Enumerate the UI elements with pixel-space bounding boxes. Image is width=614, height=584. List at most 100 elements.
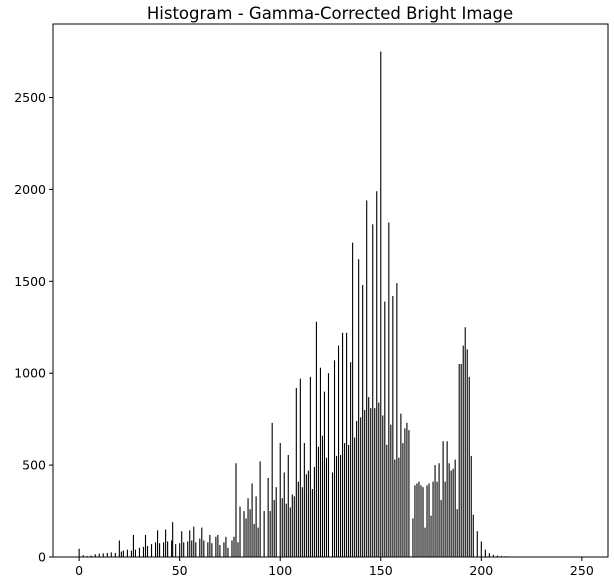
histogram-bar — [348, 444, 350, 557]
histogram-bar — [394, 459, 396, 557]
histogram-bar — [434, 465, 436, 557]
histogram-bar — [167, 541, 169, 557]
histogram-bar — [432, 481, 434, 557]
histogram-bar — [233, 536, 235, 557]
histogram-bar — [199, 538, 201, 557]
histogram-bar — [223, 542, 225, 557]
histogram-bar — [460, 364, 462, 557]
histogram-bar — [279, 443, 281, 557]
y-tick-label: 1500 — [14, 274, 46, 289]
histogram-bar — [438, 463, 440, 557]
histogram-bar — [285, 503, 287, 557]
histogram-bar — [179, 543, 181, 557]
histogram-bar — [110, 552, 112, 557]
x-tick-label: 250 — [570, 563, 594, 578]
histogram-bar — [257, 527, 259, 557]
histogram-bar — [380, 51, 382, 557]
histogram-bar — [251, 483, 253, 557]
histogram-bar — [430, 515, 432, 557]
histogram-bar — [235, 463, 237, 557]
histogram-bar — [307, 470, 309, 557]
histogram-bar — [484, 549, 486, 557]
histogram-bar — [350, 362, 352, 557]
histogram-bar — [370, 408, 372, 557]
histogram-bar — [390, 424, 392, 557]
histogram-bar — [466, 349, 468, 557]
histogram-bar — [209, 534, 211, 557]
histogram-bar — [374, 408, 376, 557]
histogram-bar — [219, 545, 221, 557]
histogram-bar — [120, 551, 122, 557]
histogram-bar — [295, 387, 297, 557]
histogram-bar — [301, 487, 303, 557]
histogram-bar — [82, 555, 84, 557]
histogram-bar — [406, 422, 408, 557]
histogram-bar — [402, 443, 404, 557]
histogram-bar — [78, 548, 80, 557]
histogram-bar — [114, 552, 116, 557]
histogram-bar — [472, 514, 474, 557]
histogram-bar — [271, 422, 273, 557]
histogram-bar — [454, 459, 456, 557]
y-tick-label: 500 — [22, 458, 46, 473]
histogram-bar — [118, 540, 120, 557]
histogram-bar — [171, 540, 173, 557]
x-tick-label: 200 — [469, 563, 493, 578]
histogram-bar — [325, 457, 328, 557]
histogram-bar — [496, 555, 498, 557]
histogram-bar — [311, 489, 313, 557]
y-tick-label: 1000 — [14, 366, 46, 381]
histogram-bar — [346, 332, 348, 557]
histogram-bar — [321, 435, 324, 557]
histogram-bar — [382, 415, 384, 557]
histogram-bar — [450, 470, 452, 557]
histogram-bar — [193, 526, 195, 557]
histogram-bar — [418, 481, 420, 557]
histogram-bar — [446, 441, 448, 557]
histogram-bar — [376, 191, 378, 557]
histogram-bar — [231, 540, 233, 557]
histogram-bar — [366, 200, 368, 557]
histogram-bar — [470, 455, 472, 557]
histogram-bar — [424, 527, 426, 557]
histogram-bar — [201, 527, 203, 557]
histogram-bar — [211, 543, 213, 557]
histogram-bar — [404, 428, 406, 557]
histogram-bar — [448, 463, 450, 557]
histogram-bar — [309, 376, 311, 557]
histogram-bar — [269, 511, 271, 557]
histogram-bar — [456, 509, 458, 557]
histogram-bar — [327, 373, 330, 557]
histogram-bar — [275, 487, 277, 557]
y-tick-label: 2500 — [14, 90, 46, 105]
histogram-bar — [187, 541, 189, 557]
histogram-bar — [283, 472, 285, 557]
histogram-bar — [388, 222, 390, 557]
histogram-bar — [354, 437, 356, 557]
histogram-bar — [126, 549, 128, 557]
histogram-bar — [468, 376, 470, 557]
histogram-bar — [462, 345, 464, 557]
histogram-bar — [203, 540, 205, 557]
histogram-bar — [342, 332, 344, 557]
histogram-bar — [172, 522, 174, 557]
histogram-bar — [323, 391, 326, 557]
histogram-bar — [297, 481, 299, 557]
histogram-bar — [400, 413, 402, 557]
histogram-bar — [227, 547, 229, 557]
histogram-bar — [372, 224, 374, 557]
histogram-bar — [144, 534, 147, 557]
histogram-bar — [102, 553, 104, 557]
histogram-bar — [225, 536, 227, 557]
histogram-bar — [319, 367, 321, 557]
histogram-bar — [368, 397, 370, 557]
x-tick-label: 0 — [75, 563, 83, 578]
histogram-bar — [175, 544, 177, 557]
histogram-bar — [249, 509, 251, 557]
histogram-bar — [313, 466, 315, 557]
x-tick-label: 150 — [369, 563, 393, 578]
histogram-bar — [356, 420, 358, 557]
histogram-bar — [426, 485, 428, 557]
histogram-bar — [414, 485, 416, 557]
histogram-bar — [420, 485, 422, 557]
